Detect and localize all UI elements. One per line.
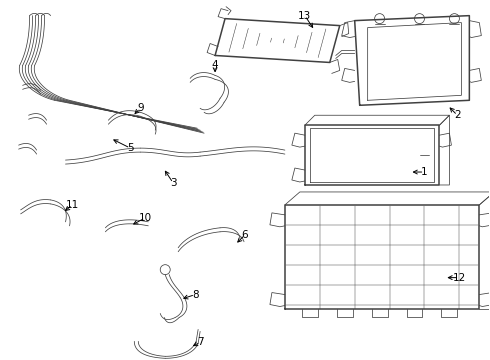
Text: 3: 3 [170,178,176,188]
Text: 13: 13 [298,11,312,21]
Text: 2: 2 [454,110,461,120]
Text: 12: 12 [453,273,466,283]
Text: 7: 7 [197,337,203,347]
Text: 8: 8 [192,289,198,300]
Text: 1: 1 [421,167,428,177]
Text: 11: 11 [66,200,79,210]
Text: 6: 6 [242,230,248,240]
Text: 5: 5 [127,143,134,153]
Text: 10: 10 [139,213,152,223]
Text: 4: 4 [212,60,219,71]
Text: 9: 9 [137,103,144,113]
